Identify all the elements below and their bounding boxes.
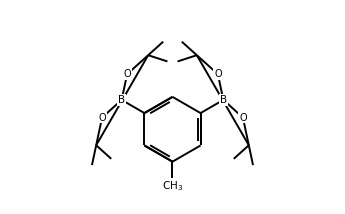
Text: O: O — [123, 69, 131, 79]
Text: O: O — [214, 69, 222, 79]
Text: B: B — [220, 95, 227, 105]
Text: O: O — [98, 113, 106, 123]
Text: B: B — [118, 95, 125, 105]
Text: CH$_3$: CH$_3$ — [162, 179, 183, 193]
Text: O: O — [239, 113, 247, 123]
